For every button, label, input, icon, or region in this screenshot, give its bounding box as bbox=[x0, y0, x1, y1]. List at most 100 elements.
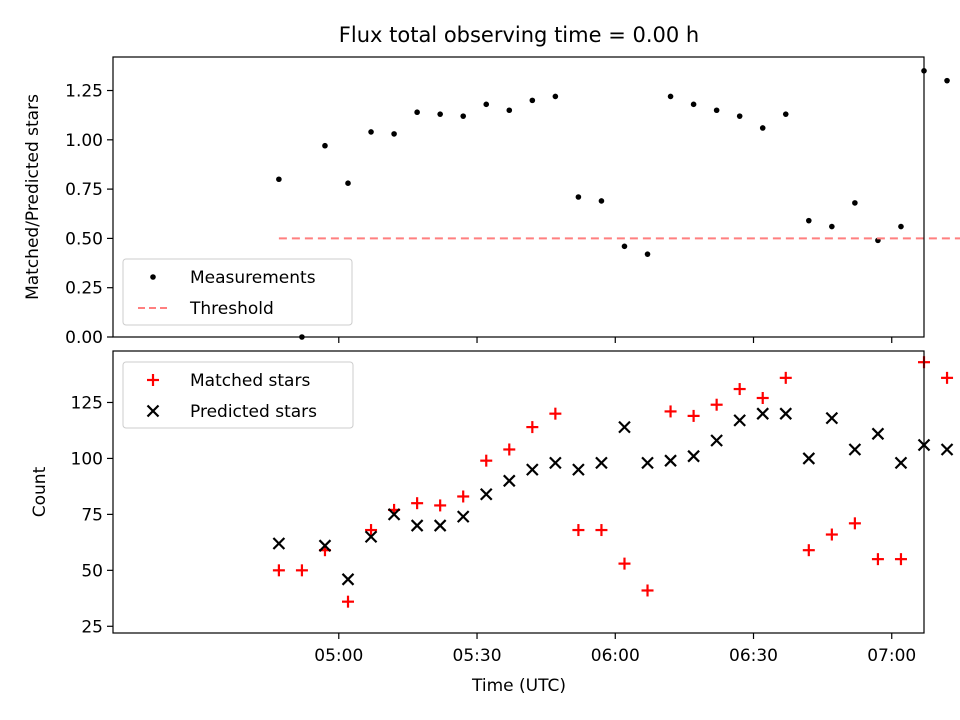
measurement-point bbox=[621, 243, 628, 250]
legend-marker-predicted-stars bbox=[146, 404, 160, 418]
measurement-point bbox=[898, 223, 904, 230]
ratio-y-axis-label: Matched/Predicted stars bbox=[23, 94, 43, 300]
predicted-stars-point bbox=[364, 530, 378, 544]
predicted-stars-point bbox=[641, 456, 654, 470]
ratio-y-tick-label: 0.50 bbox=[65, 229, 103, 249]
ratio-y-tick-label: 0.00 bbox=[65, 328, 103, 348]
predicted-stars-point bbox=[572, 463, 585, 476]
count-y-tick-label: 50 bbox=[81, 561, 103, 581]
predicted-stars-point bbox=[871, 427, 885, 441]
legend-label-matched-stars: Matched stars bbox=[190, 371, 310, 391]
predicted-stars-point bbox=[687, 449, 700, 463]
predicted-stars-point bbox=[410, 519, 424, 532]
count-y-tick-label: 25 bbox=[81, 617, 103, 637]
measurement-point bbox=[345, 180, 351, 186]
count-legend: Matched stars Predicted stars bbox=[122, 361, 354, 429]
measurement-point bbox=[690, 101, 697, 108]
predicted-stars-point bbox=[756, 407, 769, 420]
matched-stars-point bbox=[779, 371, 792, 384]
matched-stars-point bbox=[411, 497, 424, 510]
count-y-tick-label: 100 bbox=[71, 449, 103, 469]
legend-label-measurements: Measurements bbox=[190, 268, 316, 288]
matched-stars-point bbox=[434, 499, 447, 512]
ratio-y-tick-label: 0.75 bbox=[65, 180, 103, 200]
x-tick-label: 06:00 bbox=[591, 646, 640, 666]
legend-marker-matched-stars bbox=[147, 374, 159, 386]
matched-stars-point bbox=[503, 443, 516, 456]
predicted-stars-point bbox=[595, 456, 608, 470]
predicted-stars-point bbox=[825, 411, 839, 425]
count-y-axis-label: Count bbox=[30, 466, 50, 517]
x-tick-label: 05:00 bbox=[314, 646, 363, 666]
matched-stars-point bbox=[756, 392, 769, 404]
matched-stars-point bbox=[848, 517, 861, 530]
ratio-panel: 0.00 0.25 0.50 0.75 1.00 1.25 Matched/Predict… bbox=[23, 56, 960, 348]
matched-stars-point bbox=[941, 371, 954, 384]
measurement-point bbox=[506, 107, 513, 114]
matched-stars-point bbox=[825, 528, 838, 541]
count-legend-box bbox=[122, 361, 354, 429]
predicted-stars-point bbox=[526, 463, 539, 476]
predicted-stars-point bbox=[433, 519, 447, 532]
measurement-point bbox=[782, 111, 789, 117]
predicted-stars-point bbox=[894, 456, 908, 470]
predicted-stars-point bbox=[733, 414, 746, 427]
matched-stars-point bbox=[802, 544, 815, 557]
measurement-point bbox=[806, 217, 812, 224]
count-panel-frame bbox=[112, 350, 925, 634]
matched-stars-point bbox=[549, 407, 562, 420]
measurement-point bbox=[322, 142, 328, 149]
measurement-point bbox=[414, 109, 420, 116]
matched-stars-point bbox=[342, 595, 355, 608]
x-tick-label: 07:00 bbox=[867, 646, 916, 666]
measurement-point bbox=[391, 131, 397, 137]
x-axis-label: Time (UTC) bbox=[471, 676, 566, 696]
matched-stars-point bbox=[618, 557, 631, 570]
matched-stars-point bbox=[595, 524, 608, 537]
matched-stars-point bbox=[710, 398, 723, 411]
predicted-stars-point bbox=[710, 434, 723, 447]
predicted-stars-point bbox=[940, 443, 954, 456]
count-y-tick-label: 75 bbox=[81, 505, 103, 525]
matched-stars-point bbox=[457, 490, 470, 503]
measurement-point bbox=[713, 107, 720, 114]
measurement-point bbox=[667, 93, 674, 100]
measurement-point bbox=[736, 113, 743, 119]
predicted-stars-point bbox=[664, 454, 677, 467]
ratio-y-tick-label: 1.25 bbox=[65, 82, 103, 102]
count-y-tick-label: 125 bbox=[71, 393, 103, 413]
predicted-stars-point bbox=[341, 573, 355, 586]
matched-stars-point bbox=[526, 421, 539, 434]
x-tick-label: 06:30 bbox=[729, 646, 778, 666]
matched-stars-point bbox=[664, 405, 677, 418]
matched-stars-point bbox=[641, 584, 654, 597]
legend-label-threshold: Threshold bbox=[189, 299, 274, 319]
measurement-point bbox=[483, 101, 490, 108]
count-panel: 25507510012505:0005:3006:0006:3007:0007:… bbox=[30, 350, 954, 696]
matched-stars-point bbox=[295, 564, 308, 577]
measurement-point bbox=[552, 93, 559, 100]
measurement-point bbox=[460, 113, 467, 119]
measurement-point bbox=[944, 77, 950, 84]
predicted-stars-point bbox=[272, 537, 286, 550]
measurement-point bbox=[852, 200, 858, 206]
matched-stars-point bbox=[480, 454, 493, 467]
ratio-legend-box bbox=[122, 258, 353, 326]
matched-stars-point bbox=[687, 409, 700, 422]
measurement-point bbox=[276, 176, 282, 183]
predicted-stars-point bbox=[318, 539, 332, 552]
measurement-point bbox=[598, 198, 605, 204]
measurement-point bbox=[368, 129, 374, 135]
legend-label-predicted-stars: Predicted stars bbox=[190, 402, 317, 422]
measurement-point bbox=[529, 97, 536, 104]
matched-stars-point bbox=[272, 564, 285, 577]
matched-stars-point bbox=[894, 553, 907, 566]
predicted-stars-point bbox=[779, 407, 793, 420]
matched-stars-point bbox=[572, 524, 585, 537]
predicted-stars-point bbox=[802, 452, 816, 465]
measurement-point bbox=[829, 223, 835, 230]
predicted-stars-point bbox=[456, 510, 470, 523]
ratio-legend: Measurements Threshold bbox=[122, 258, 353, 326]
predicted-stars-point bbox=[503, 474, 516, 488]
